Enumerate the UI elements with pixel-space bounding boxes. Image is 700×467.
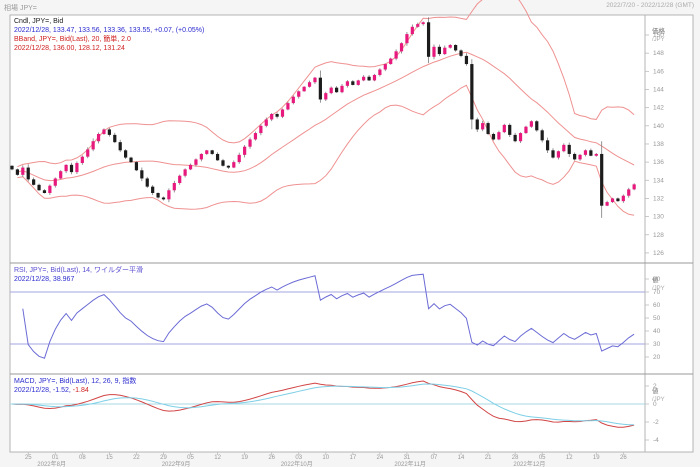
svg-text:-4: -4: [653, 437, 659, 444]
date-range-label: 2022/7/20 - 2022/12/28 (GMT): [606, 2, 694, 9]
svg-text:26: 26: [268, 455, 275, 461]
svg-text:19: 19: [593, 455, 600, 461]
svg-text:値: 値: [652, 275, 659, 284]
svg-text:/JPY: /JPY: [652, 37, 665, 43]
svg-text:136: 136: [653, 159, 664, 166]
svg-text:60: 60: [653, 302, 661, 309]
svg-text:05: 05: [539, 455, 546, 461]
svg-text:14: 14: [458, 455, 465, 461]
svg-text:17: 17: [349, 455, 356, 461]
svg-text:31: 31: [404, 455, 411, 461]
svg-text:10: 10: [322, 455, 329, 461]
svg-text:50: 50: [653, 315, 661, 322]
svg-text:134: 134: [653, 177, 664, 184]
svg-text:138: 138: [653, 141, 664, 148]
svg-text:148: 148: [653, 50, 664, 57]
svg-text:70: 70: [653, 289, 661, 296]
svg-text:2022年11月: 2022年11月: [394, 460, 426, 467]
chart-titlebar: 相場 JPY= 2022/7/20 - 2022/12/28 (GMT): [0, 0, 700, 15]
svg-text:2022年9月: 2022年9月: [162, 460, 191, 467]
svg-text:20: 20: [653, 354, 661, 361]
svg-text:40: 40: [653, 328, 661, 335]
svg-text:126: 126: [653, 250, 664, 257]
svg-text:07: 07: [431, 455, 438, 461]
svg-text:/JPY: /JPY: [652, 286, 665, 292]
svg-text:価格: 価格: [652, 26, 666, 35]
svg-text:/JPY: /JPY: [652, 397, 665, 403]
svg-text:2022年12月: 2022年12月: [513, 460, 545, 467]
svg-text:29: 29: [160, 455, 167, 461]
svg-text:値: 値: [652, 386, 659, 395]
svg-text:80: 80: [653, 276, 661, 283]
svg-text:0: 0: [653, 401, 657, 408]
svg-text:132: 132: [653, 195, 664, 202]
svg-text:15: 15: [106, 455, 113, 461]
svg-text:2: 2: [653, 383, 657, 390]
svg-text:12: 12: [214, 455, 221, 461]
svg-text:03: 03: [295, 455, 302, 461]
svg-text:140: 140: [653, 123, 664, 130]
svg-text:26: 26: [620, 455, 627, 461]
instrument-selector[interactable]: 相場 JPY=: [4, 5, 37, 12]
svg-text:150: 150: [653, 32, 664, 39]
svg-text:2022年10月: 2022年10月: [281, 460, 313, 467]
svg-text:146: 146: [653, 68, 664, 75]
svg-text:130: 130: [653, 214, 664, 221]
svg-text:22: 22: [133, 455, 140, 461]
svg-text:30: 30: [653, 341, 661, 348]
svg-text:28: 28: [512, 455, 519, 461]
svg-text:19: 19: [241, 455, 248, 461]
svg-text:142: 142: [653, 105, 664, 112]
svg-text:05: 05: [187, 455, 194, 461]
svg-text:21: 21: [485, 455, 492, 461]
svg-text:2022年8月: 2022年8月: [37, 460, 66, 467]
svg-text:12: 12: [566, 455, 573, 461]
svg-text:128: 128: [653, 232, 664, 239]
svg-text:01: 01: [52, 455, 59, 461]
svg-text:24: 24: [377, 455, 384, 461]
svg-text:25: 25: [25, 455, 32, 461]
svg-text:144: 144: [653, 86, 664, 93]
svg-text:08: 08: [79, 455, 86, 461]
svg-text:-2: -2: [653, 419, 659, 426]
